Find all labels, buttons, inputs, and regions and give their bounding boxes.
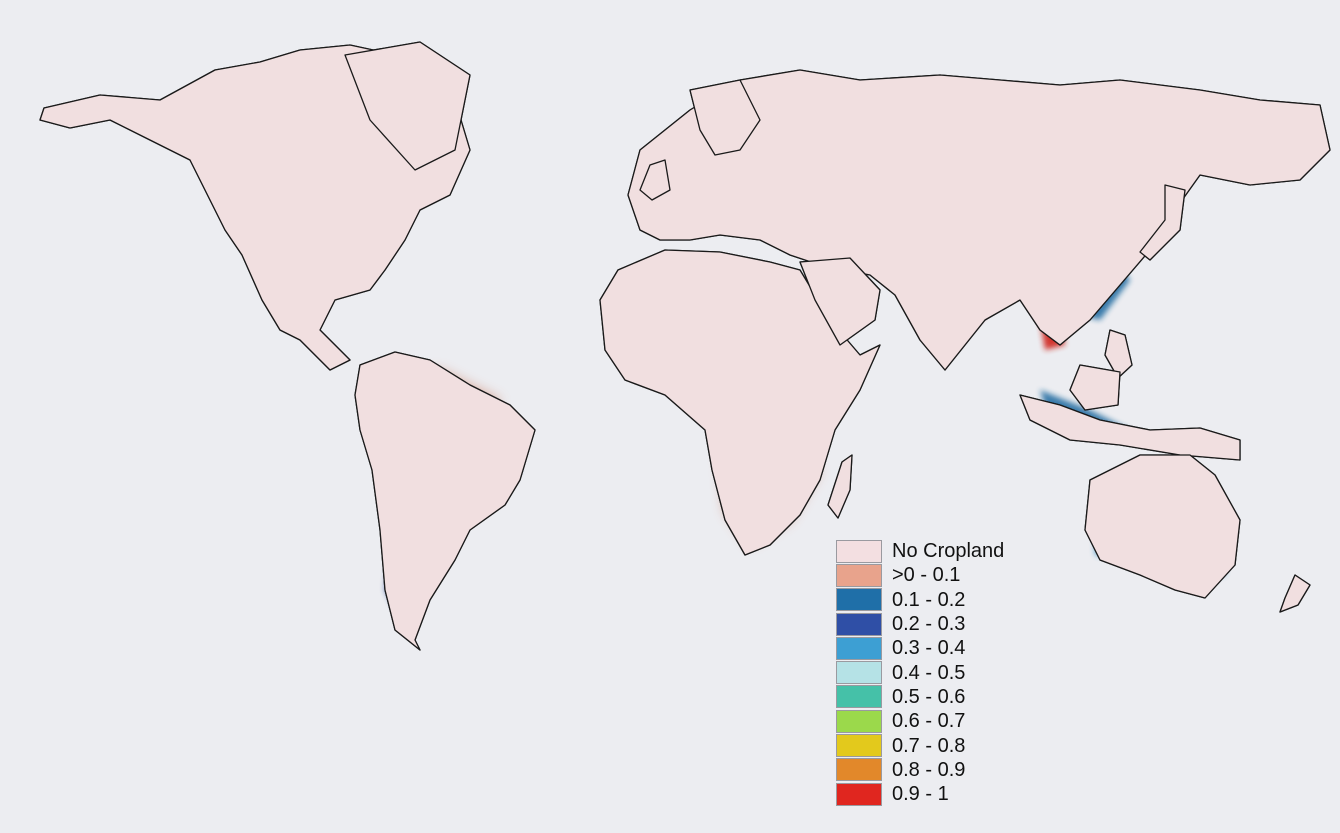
legend-item: No Cropland: [836, 539, 1046, 563]
legend-swatch: [836, 661, 882, 685]
legend-item: 0.8 - 0.9: [836, 758, 1046, 782]
legend-swatch: [836, 782, 882, 806]
legend-swatch: [836, 612, 882, 636]
legend-label: >0 - 0.1: [892, 564, 961, 587]
legend-item: 0.2 - 0.3: [836, 612, 1046, 636]
legend-item: 0.6 - 0.7: [836, 709, 1046, 733]
legend-label: 0.3 - 0.4: [892, 637, 966, 660]
legend-label: 0.7 - 0.8: [892, 734, 966, 757]
legend-item: 0.1 - 0.2: [836, 588, 1046, 612]
legend-swatch: [836, 588, 882, 612]
legend-label: 0.1 - 0.2: [892, 588, 966, 611]
legend-label: 0.2 - 0.3: [892, 613, 966, 636]
coastlines: [39, 41, 1331, 651]
legend-item: 0.3 - 0.4: [836, 636, 1046, 660]
legend-swatch: [836, 563, 882, 587]
legend: No Cropland >0 - 0.1 0.1 - 0.2 0.2 - 0.3 0.3…: [836, 539, 1046, 806]
legend-label: No Cropland: [892, 540, 1005, 563]
legend-swatch: [836, 758, 882, 782]
legend-item: 0.9 - 1: [836, 782, 1046, 806]
legend-label: 0.5 - 0.6: [892, 685, 966, 708]
legend-item: 0.5 - 0.6: [836, 685, 1046, 709]
legend-label: 0.4 - 0.5: [892, 661, 966, 684]
legend-label: 0.6 - 0.7: [892, 710, 966, 733]
legend-swatch: [836, 709, 882, 733]
legend-swatch: [836, 636, 882, 660]
legend-item: 0.4 - 0.5: [836, 660, 1046, 685]
legend-swatch: [836, 685, 882, 709]
legend-label: 0.9 - 1: [892, 783, 949, 806]
legend-item: 0.7 - 0.8: [836, 733, 1046, 758]
legend-swatch: [836, 734, 882, 758]
legend-item: >0 - 0.1: [836, 563, 1046, 587]
legend-swatch: [836, 539, 882, 563]
legend-label: 0.8 - 0.9: [892, 758, 966, 781]
